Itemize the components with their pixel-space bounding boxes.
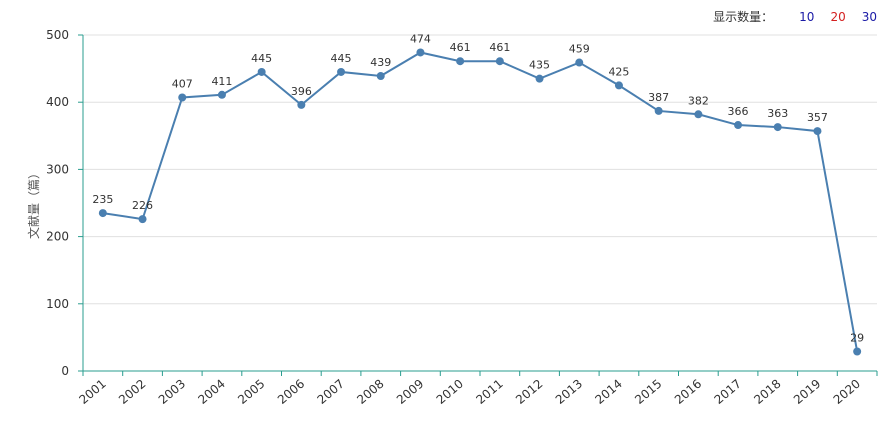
x-tick-label-2008: 2008	[354, 377, 386, 407]
data-label-2008: 439	[370, 56, 391, 69]
x-tick-label-2004: 2004	[195, 377, 227, 407]
x-tick-label-2011: 2011	[473, 377, 505, 407]
display-count-option-20[interactable]: 20	[830, 9, 846, 24]
data-label-2011: 461	[489, 41, 510, 54]
y-tick-label-0: 0	[61, 364, 69, 378]
x-tick-label-2019: 2019	[791, 377, 823, 407]
data-label-2017: 366	[728, 105, 749, 118]
x-tick-label-2014: 2014	[592, 377, 624, 407]
x-tick-labels: 2001 2002 2003 2004 2005 2006 2007 2008 2009 2010…	[76, 377, 863, 407]
grid-lines	[83, 34, 877, 305]
x-tick-label-2009: 2009	[394, 377, 426, 407]
data-label-2007: 445	[331, 52, 352, 65]
data-point-2001	[98, 209, 107, 218]
x-tick-label-2005: 2005	[235, 377, 267, 407]
series-line-0	[102, 51, 859, 352]
axes	[78, 34, 878, 376]
data-label-2016: 382	[688, 94, 709, 107]
data-label-2015: 387	[648, 91, 669, 104]
display-count-option-30[interactable]: 30	[861, 9, 877, 24]
data-point-2020	[853, 347, 862, 356]
y-tick-label-200: 200	[46, 230, 69, 244]
x-tick-label-2015: 2015	[632, 377, 664, 407]
data-label-2018: 363	[767, 107, 788, 120]
series	[98, 48, 862, 356]
data-point-2005	[257, 67, 266, 76]
data-label-2006: 396	[291, 85, 312, 98]
data-label-2019: 357	[807, 111, 828, 124]
x-tick-label-2012: 2012	[513, 377, 545, 407]
data-point-2006	[297, 100, 306, 109]
x-tick-label-2010: 2010	[434, 377, 466, 407]
data-point-2019	[813, 127, 822, 136]
data-point-2013	[575, 58, 584, 67]
data-point-2003	[178, 93, 187, 102]
display-count-label: 显示数量：	[713, 10, 774, 24]
data-label-2009: 474	[410, 32, 431, 45]
y-tick-label-500: 500	[46, 28, 69, 42]
data-label-2020: 29	[850, 332, 864, 345]
data-point-2018	[773, 123, 782, 132]
data-point-2017	[734, 121, 743, 130]
data-point-2010	[456, 57, 465, 66]
x-tick-label-2017: 2017	[712, 377, 744, 407]
data-point-2014	[614, 81, 623, 90]
data-label-2001: 235	[92, 193, 113, 206]
data-label-2003: 407	[172, 77, 193, 90]
display-count-selector: 显示数量： 10 20 30	[713, 8, 877, 25]
data-point-2008	[376, 71, 385, 80]
x-tick-label-2020: 2020	[831, 377, 863, 407]
data-point-2004	[217, 90, 226, 99]
y-tick-label-100: 100	[46, 297, 69, 311]
data-point-2007	[337, 67, 346, 76]
x-tick-label-2013: 2013	[553, 377, 585, 407]
y-axis-label: 文献量（篇）	[26, 167, 41, 239]
x-tick-label-2003: 2003	[156, 377, 188, 407]
x-tick-label-2001: 2001	[76, 377, 108, 407]
y-tick-labels: 0 100 200 300 400 500	[46, 28, 69, 378]
data-point-2016	[694, 110, 703, 119]
data-label-2010: 461	[450, 41, 471, 54]
data-labels: 235 226 407 411 445 396 445 439 474 461 461 435 459 4…	[92, 32, 864, 344]
y-tick-label-400: 400	[46, 95, 69, 109]
data-label-2012: 435	[529, 59, 550, 72]
data-label-2005: 445	[251, 52, 272, 65]
x-tick-label-2002: 2002	[116, 377, 148, 407]
data-point-2002	[138, 215, 147, 224]
data-label-2004: 411	[211, 75, 232, 88]
display-count-option-10[interactable]: 10	[799, 9, 815, 24]
data-label-2014: 425	[608, 65, 629, 78]
data-point-2009	[416, 48, 425, 57]
data-point-2011	[495, 57, 504, 66]
data-point-2015	[654, 106, 663, 115]
x-tick-label-2006: 2006	[275, 377, 307, 407]
x-tick-label-2007: 2007	[315, 377, 347, 407]
data-point-2012	[535, 74, 544, 83]
y-tick-label-300: 300	[46, 162, 69, 176]
x-tick-label-2018: 2018	[751, 377, 783, 407]
data-label-2013: 459	[569, 43, 590, 56]
x-tick-label-2016: 2016	[672, 377, 704, 407]
data-label-2002: 226	[132, 199, 153, 212]
